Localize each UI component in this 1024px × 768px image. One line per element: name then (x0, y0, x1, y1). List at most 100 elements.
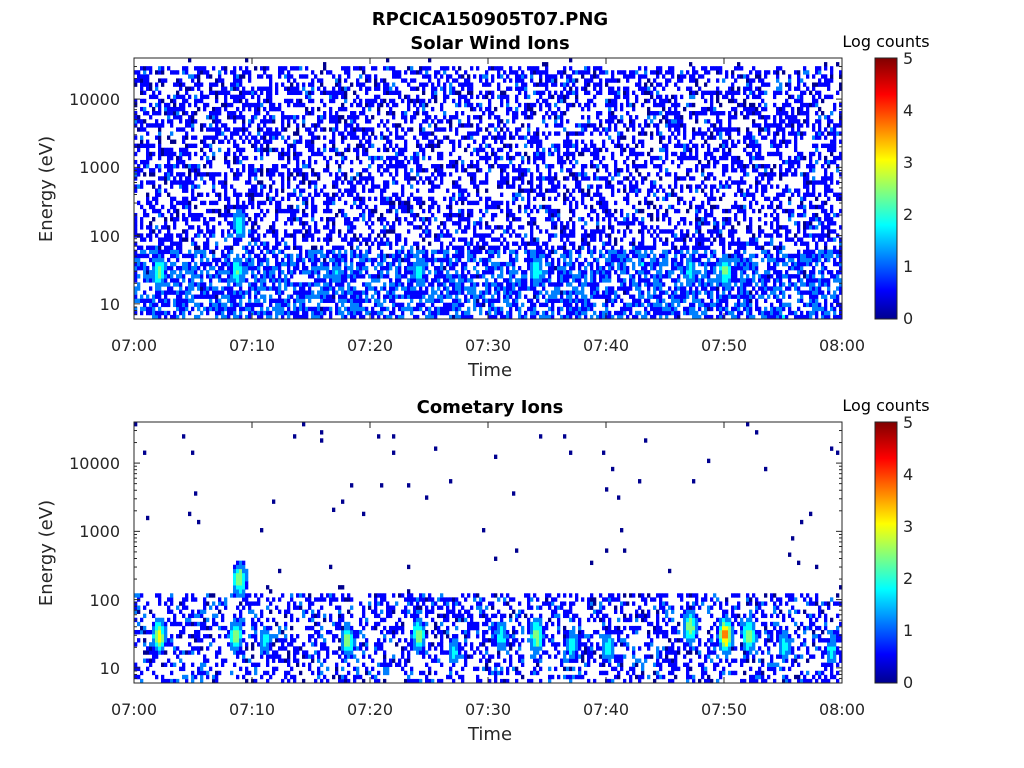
heatmap-cell (302, 261, 306, 267)
heatmap-cell (167, 257, 171, 263)
heatmap-cell (323, 253, 327, 259)
heatmap-cell (596, 212, 600, 218)
heatmap-cell (356, 253, 360, 259)
heatmap-cell (386, 274, 390, 279)
heatmap-cell (434, 70, 438, 75)
heatmap-cell (479, 225, 483, 230)
heatmap-cell (341, 286, 345, 291)
heatmap-cell (332, 274, 336, 279)
heatmap-cell (497, 123, 501, 128)
heatmap-cell (515, 70, 519, 75)
heatmap-cell (359, 74, 363, 79)
heatmap-cell (311, 90, 315, 96)
heatmap-cell (161, 241, 165, 246)
heatmap-cell (251, 119, 255, 124)
heatmap-cell (494, 66, 498, 71)
heatmap-cell (587, 82, 591, 87)
heatmap-cell (341, 294, 345, 299)
heatmap-cell (233, 188, 237, 193)
heatmap-cell (590, 233, 594, 238)
heatmap-cell (422, 74, 426, 79)
heatmap-cell (212, 208, 216, 214)
heatmap-cell (395, 143, 399, 149)
heatmap-cell (533, 282, 537, 287)
heatmap-cell (545, 62, 549, 67)
heatmap-cell (164, 270, 168, 275)
heatmap-cell (236, 143, 240, 149)
heatmap-cell (236, 204, 240, 210)
heatmap-cell (584, 172, 588, 177)
heatmap-cell (170, 200, 174, 206)
heatmap-cell (395, 86, 399, 91)
heatmap-cell (254, 111, 258, 116)
heatmap-cell (278, 274, 282, 279)
heatmap-cell (206, 74, 210, 79)
heatmap-cell (209, 200, 213, 206)
heatmap-cell (530, 66, 534, 71)
heatmap-cell (545, 188, 549, 193)
heatmap-cell (191, 119, 195, 124)
heatmap-cell (473, 164, 477, 169)
heatmap-cell (410, 282, 414, 287)
heatmap-cell (527, 249, 531, 255)
heatmap-cell (521, 282, 525, 287)
heatmap-cell (224, 188, 228, 193)
heatmap-cell (254, 212, 258, 218)
heatmap-cell (428, 306, 432, 312)
heatmap-cell (284, 298, 288, 303)
heatmap-cell (566, 233, 570, 238)
heatmap-cell (512, 217, 516, 222)
heatmap-cell (326, 204, 330, 210)
heatmap-cell (557, 98, 561, 104)
heatmap-cell (566, 310, 570, 316)
heatmap-cell (335, 151, 339, 157)
heatmap-cell (584, 302, 588, 308)
heatmap-cell (497, 155, 501, 161)
heatmap-cell (575, 86, 579, 91)
heatmap-cell (473, 115, 477, 120)
heatmap-cell (155, 200, 159, 206)
heatmap-cell (212, 274, 216, 279)
heatmap-cell (572, 225, 576, 230)
heatmap-cell (425, 229, 429, 234)
heatmap-cell (257, 270, 261, 275)
heatmap-cell (206, 94, 210, 100)
heatmap-cell (206, 274, 210, 279)
heatmap-cell (443, 225, 447, 230)
heatmap-cell (392, 176, 396, 181)
heatmap-cell (209, 111, 213, 116)
heatmap-cell (404, 176, 408, 181)
heatmap-cell (578, 151, 582, 157)
heatmap-cell (230, 82, 234, 87)
heatmap-cell (551, 298, 555, 303)
heatmap-cell (548, 212, 552, 218)
heatmap-cell (353, 302, 357, 308)
heatmap-cell (542, 314, 546, 320)
heatmap-cell (338, 131, 342, 136)
heatmap-cell (548, 306, 552, 312)
heatmap-cell (398, 200, 402, 206)
heatmap-cell (266, 127, 270, 132)
heatmap-cell (275, 265, 279, 271)
heatmap-cell (458, 155, 462, 161)
heatmap-cell (248, 265, 252, 271)
heatmap-cell (446, 188, 450, 193)
heatmap-cell (551, 176, 555, 181)
heatmap-cell (272, 168, 276, 173)
heatmap-cell (176, 278, 180, 283)
heatmap-cell (506, 265, 510, 271)
heatmap-cell (155, 225, 159, 230)
heatmap-cell (287, 115, 291, 120)
heatmap-cell (245, 70, 249, 75)
heatmap-cell (167, 274, 171, 279)
heatmap-cell (164, 265, 168, 271)
heatmap-cell (161, 82, 165, 87)
heatmap-cell (398, 306, 402, 312)
heatmap-cell (407, 102, 411, 108)
heatmap-cell (560, 98, 564, 104)
heatmap-cell (269, 200, 273, 206)
heatmap-cell (194, 66, 198, 71)
heatmap-cell (590, 270, 594, 275)
heatmap-cell (242, 265, 246, 271)
heatmap-cell (173, 115, 177, 120)
